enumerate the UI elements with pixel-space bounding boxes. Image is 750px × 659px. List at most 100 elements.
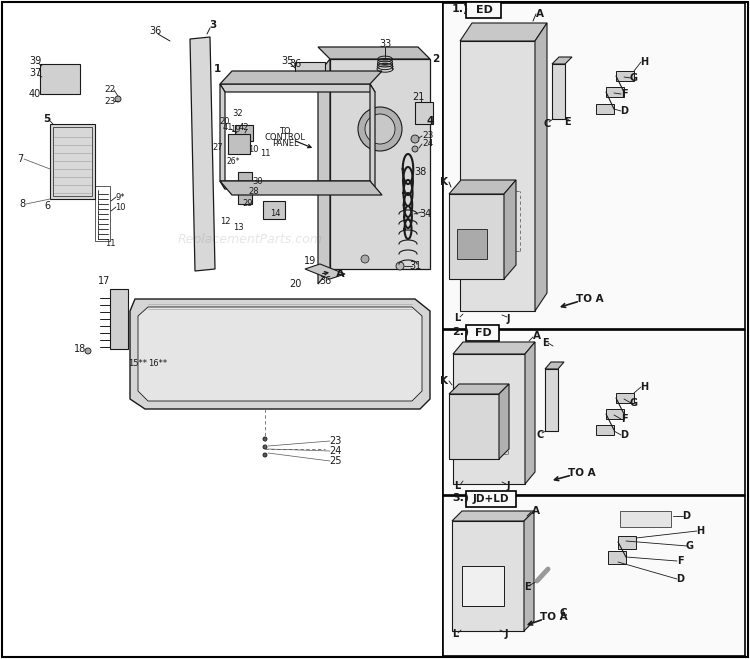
Text: G: G <box>630 398 638 408</box>
Text: 19: 19 <box>230 125 240 134</box>
Polygon shape <box>220 84 225 189</box>
Circle shape <box>604 90 608 94</box>
Circle shape <box>236 345 264 373</box>
Text: 34: 34 <box>419 209 431 219</box>
Polygon shape <box>606 409 624 419</box>
Polygon shape <box>318 59 330 284</box>
Polygon shape <box>453 354 525 484</box>
Bar <box>620 511 671 527</box>
Text: 5: 5 <box>44 114 51 124</box>
Text: 37: 37 <box>28 68 41 78</box>
Polygon shape <box>330 59 430 269</box>
Circle shape <box>200 156 205 161</box>
Circle shape <box>584 67 589 71</box>
Bar <box>462 566 504 606</box>
Bar <box>545 507 601 519</box>
Bar <box>490 304 512 316</box>
Bar <box>53 127 92 196</box>
Bar <box>50 124 95 199</box>
Circle shape <box>200 49 205 53</box>
Circle shape <box>632 74 637 78</box>
Polygon shape <box>524 511 534 631</box>
Text: 6: 6 <box>44 201 50 211</box>
Circle shape <box>622 90 626 94</box>
Text: 18: 18 <box>74 344 86 354</box>
Text: 19: 19 <box>304 256 316 266</box>
Bar <box>490 472 512 483</box>
Circle shape <box>614 74 619 78</box>
Polygon shape <box>616 71 634 81</box>
Circle shape <box>611 107 616 111</box>
Bar <box>235 125 253 141</box>
Text: J: J <box>506 481 510 491</box>
Circle shape <box>396 262 404 270</box>
Text: D: D <box>676 574 684 584</box>
Bar <box>466 491 516 507</box>
Text: A: A <box>336 269 344 279</box>
Bar <box>40 64 80 94</box>
Circle shape <box>115 96 121 102</box>
Bar <box>571 86 579 104</box>
Text: 28: 28 <box>249 188 259 196</box>
Bar <box>415 102 433 124</box>
Text: 23: 23 <box>328 436 341 446</box>
Bar <box>95 186 110 241</box>
Circle shape <box>263 445 267 449</box>
Text: G: G <box>630 73 638 83</box>
Circle shape <box>365 114 395 144</box>
Text: 26*: 26* <box>226 156 240 165</box>
Circle shape <box>623 554 628 559</box>
Bar <box>263 201 285 219</box>
Text: 36: 36 <box>289 59 301 69</box>
Bar <box>548 539 562 554</box>
Bar <box>466 2 501 18</box>
Text: E: E <box>524 582 530 592</box>
Polygon shape <box>449 394 499 459</box>
Text: 3.): 3.) <box>452 493 469 503</box>
Bar <box>568 69 590 114</box>
Text: TO A: TO A <box>568 468 596 478</box>
Text: 2: 2 <box>432 54 439 64</box>
Text: H: H <box>696 526 704 536</box>
Polygon shape <box>449 194 504 279</box>
Polygon shape <box>616 393 634 403</box>
Text: D: D <box>620 430 628 440</box>
Circle shape <box>593 107 598 111</box>
Text: 13: 13 <box>232 223 243 231</box>
Text: FD: FD <box>475 328 491 338</box>
Polygon shape <box>545 369 558 431</box>
Circle shape <box>569 67 574 71</box>
Polygon shape <box>618 536 636 549</box>
Text: TO: TO <box>279 127 291 136</box>
Polygon shape <box>608 551 626 564</box>
Polygon shape <box>596 104 614 114</box>
Text: TO A: TO A <box>576 294 604 304</box>
Bar <box>618 509 673 529</box>
Bar <box>295 62 325 84</box>
Text: ReplacementParts.com: ReplacementParts.com <box>178 233 322 246</box>
Circle shape <box>604 411 608 416</box>
Circle shape <box>85 348 91 354</box>
Circle shape <box>358 107 402 151</box>
Text: 15**: 15** <box>128 360 148 368</box>
Bar <box>460 621 476 631</box>
Polygon shape <box>220 71 382 84</box>
Text: A: A <box>532 506 540 516</box>
Text: C: C <box>536 430 544 440</box>
Text: 36: 36 <box>148 26 161 36</box>
Text: F: F <box>621 414 627 424</box>
Bar <box>543 519 603 609</box>
Bar <box>566 539 580 554</box>
Text: 3: 3 <box>209 20 217 30</box>
Text: ED: ED <box>476 5 493 15</box>
Text: 23: 23 <box>422 130 433 140</box>
Text: 38: 38 <box>414 167 426 177</box>
Text: K: K <box>440 177 448 187</box>
Polygon shape <box>130 299 430 409</box>
Circle shape <box>614 395 619 401</box>
Polygon shape <box>460 41 535 311</box>
Text: 27: 27 <box>213 142 223 152</box>
Text: 39: 39 <box>28 56 41 66</box>
Text: H: H <box>640 382 648 392</box>
Circle shape <box>336 345 364 373</box>
